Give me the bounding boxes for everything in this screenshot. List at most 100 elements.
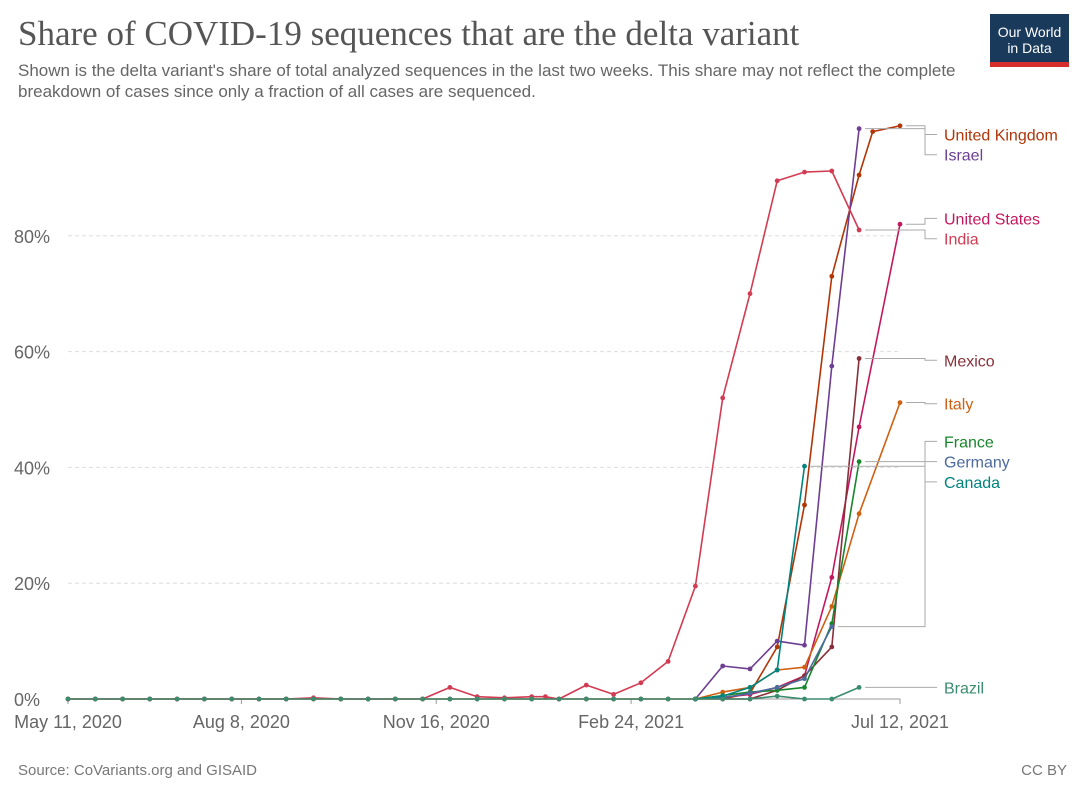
data-point[interactable]: [392, 696, 398, 702]
data-point[interactable]: [802, 676, 807, 682]
data-point[interactable]: [693, 696, 698, 702]
data-point[interactable]: [365, 696, 371, 702]
series-label[interactable]: United States: [944, 211, 1040, 228]
owid-logo[interactable]: Our World in Data: [990, 14, 1069, 67]
data-point[interactable]: [665, 659, 671, 664]
data-point[interactable]: [420, 696, 425, 702]
series-germany[interactable]: [693, 624, 835, 702]
data-point[interactable]: [92, 696, 98, 702]
series-india[interactable]: [65, 168, 862, 702]
data-point[interactable]: [747, 696, 753, 702]
data-point[interactable]: [802, 169, 807, 175]
series-line[interactable]: [695, 626, 833, 700]
data-point[interactable]: [802, 502, 807, 508]
data-point[interactable]: [256, 696, 262, 702]
series-line[interactable]: [695, 402, 901, 700]
data-point[interactable]: [829, 363, 835, 369]
data-point[interactable]: [802, 463, 807, 469]
data-point[interactable]: [870, 129, 876, 135]
series-label[interactable]: Canada: [944, 475, 1000, 492]
data-point[interactable]: [802, 642, 807, 648]
data-point[interactable]: [829, 273, 835, 279]
data-point[interactable]: [202, 696, 207, 702]
data-point[interactable]: [147, 696, 153, 702]
data-point[interactable]: [856, 126, 862, 132]
data-point[interactable]: [856, 227, 862, 233]
data-point[interactable]: [774, 638, 780, 644]
data-point[interactable]: [665, 696, 671, 702]
data-point[interactable]: [856, 424, 862, 430]
data-point[interactable]: [774, 667, 780, 673]
data-point[interactable]: [65, 696, 71, 702]
series-label[interactable]: Israel: [944, 148, 983, 165]
data-point[interactable]: [338, 696, 344, 702]
series-label[interactable]: Germany: [944, 455, 1010, 472]
data-point[interactable]: [529, 696, 535, 702]
data-point[interactable]: [447, 685, 453, 690]
data-point[interactable]: [856, 459, 862, 464]
data-point[interactable]: [720, 689, 726, 695]
data-point[interactable]: [747, 666, 753, 672]
data-point[interactable]: [747, 690, 753, 696]
data-point[interactable]: [802, 696, 807, 702]
series-line[interactable]: [68, 170, 860, 700]
series-label[interactable]: France: [944, 434, 994, 451]
data-point[interactable]: [856, 511, 862, 517]
series-label[interactable]: Italy: [944, 397, 973, 414]
data-point[interactable]: [856, 685, 862, 690]
series-israel[interactable]: [693, 126, 862, 702]
data-point[interactable]: [174, 696, 180, 702]
data-point[interactable]: [829, 644, 835, 650]
data-point[interactable]: [502, 696, 507, 702]
data-point[interactable]: [283, 696, 289, 702]
data-point[interactable]: [447, 696, 453, 702]
license-link[interactable]: CC BY: [1021, 762, 1067, 779]
data-point[interactable]: [720, 663, 726, 669]
data-point[interactable]: [611, 696, 616, 702]
data-point[interactable]: [897, 400, 903, 405]
data-point[interactable]: [897, 123, 903, 129]
data-point[interactable]: [229, 696, 235, 702]
data-point[interactable]: [829, 168, 835, 174]
data-point[interactable]: [774, 685, 780, 690]
data-point[interactable]: [829, 624, 835, 629]
data-point[interactable]: [774, 693, 780, 699]
series-brazil[interactable]: [65, 685, 862, 702]
series-label[interactable]: India: [944, 232, 979, 249]
data-point[interactable]: [802, 685, 807, 690]
data-point[interactable]: [829, 696, 835, 702]
data-point[interactable]: [829, 604, 835, 609]
data-point[interactable]: [897, 221, 903, 227]
data-point[interactable]: [474, 696, 480, 702]
data-point[interactable]: [638, 696, 644, 702]
data-point[interactable]: [720, 696, 726, 702]
data-point[interactable]: [543, 694, 548, 700]
data-point[interactable]: [611, 692, 616, 697]
series-label[interactable]: Mexico: [944, 353, 995, 370]
data-point[interactable]: [693, 583, 698, 589]
data-point[interactable]: [856, 356, 862, 361]
series-line[interactable]: [722, 358, 860, 700]
series-line[interactable]: [695, 461, 860, 700]
series-line[interactable]: [695, 466, 806, 700]
series-label[interactable]: Brazil: [944, 680, 984, 697]
data-point[interactable]: [747, 291, 753, 297]
series-italy[interactable]: [693, 400, 903, 702]
data-point[interactable]: [747, 685, 753, 690]
data-point[interactable]: [638, 680, 644, 686]
series-united-kingdom[interactable]: [65, 123, 903, 702]
series-line[interactable]: [68, 686, 860, 700]
data-point[interactable]: [802, 664, 807, 670]
data-point[interactable]: [120, 696, 125, 702]
series-line[interactable]: [68, 125, 901, 700]
data-point[interactable]: [583, 682, 589, 688]
data-point[interactable]: [583, 696, 589, 702]
data-point[interactable]: [311, 696, 316, 702]
data-point[interactable]: [856, 172, 862, 178]
data-point[interactable]: [556, 696, 562, 702]
data-point[interactable]: [720, 395, 726, 401]
series-label[interactable]: United Kingdom: [944, 127, 1058, 144]
data-point[interactable]: [774, 178, 780, 184]
data-point[interactable]: [774, 644, 780, 650]
data-point[interactable]: [829, 575, 835, 580]
